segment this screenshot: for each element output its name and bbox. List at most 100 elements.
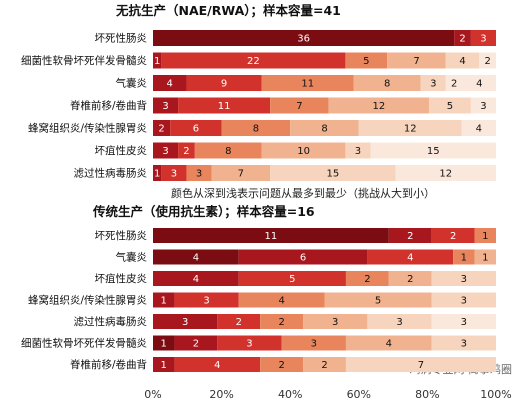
data-label: 3	[480, 34, 486, 45]
data-label: 12	[439, 169, 452, 180]
bar-segment	[186, 75, 262, 91]
bar-segment	[238, 249, 368, 265]
data-label: 4	[386, 339, 392, 350]
data-label: 7	[413, 56, 419, 67]
bar-segment	[387, 52, 446, 69]
bar-segment	[174, 357, 261, 372]
data-label: 5	[447, 101, 453, 112]
bar-segment	[470, 30, 496, 46]
data-label: 4	[459, 56, 465, 67]
bar-segment	[431, 335, 496, 351]
data-label: 3	[461, 296, 467, 307]
data-label: 3	[182, 317, 188, 328]
bar-segment	[153, 271, 239, 286]
data-label: 4	[193, 253, 199, 264]
category-label: 气囊炎	[116, 251, 148, 264]
x-tick-label: 60%	[347, 388, 371, 401]
bar-segment	[445, 75, 463, 91]
bar-segment	[367, 314, 432, 329]
bar-segment	[345, 142, 371, 159]
data-label: 3	[171, 169, 177, 180]
bar-segment	[353, 75, 421, 91]
bar-segment	[194, 142, 262, 159]
data-label: 1	[161, 360, 167, 371]
data-label: 3	[355, 146, 361, 157]
data-label: 4	[214, 360, 220, 371]
bar-segment	[238, 292, 325, 308]
data-label: 2	[321, 360, 327, 371]
data-label: 2	[451, 79, 457, 90]
x-tick-label: 100%	[480, 388, 511, 401]
bar-segment	[161, 52, 346, 69]
bar-segment	[178, 97, 271, 114]
data-label: 4	[167, 79, 173, 90]
data-label: 1	[161, 296, 167, 307]
data-label: 12	[404, 124, 417, 135]
chart-1-title: 无抗生产（NAE/RWA）；样本容量=41	[115, 3, 341, 18]
bar-segment	[345, 52, 388, 69]
category-label: 脊椎前移/卷曲背	[70, 99, 147, 112]
bar-segment	[174, 292, 239, 308]
x-tick-label: 80%	[415, 388, 439, 401]
data-label: 11	[301, 79, 314, 90]
bar-segment	[153, 142, 179, 159]
data-label: 7	[238, 169, 244, 180]
data-label: 4	[476, 124, 482, 135]
bar-segment	[431, 292, 496, 308]
data-label: 6	[300, 253, 306, 264]
bar-segment	[186, 165, 212, 181]
bar-segment	[238, 271, 346, 286]
bar-segment	[479, 52, 496, 69]
data-label: 2	[484, 56, 490, 67]
bar-segment	[461, 120, 496, 136]
bar-segment	[217, 314, 261, 329]
data-label: 2	[407, 274, 413, 285]
bar-segment	[358, 120, 462, 136]
data-label: 2	[459, 34, 465, 45]
data-label: 2	[236, 317, 242, 328]
bar-segment	[454, 30, 471, 46]
data-label: 2	[364, 274, 370, 285]
data-label: 8	[321, 124, 327, 135]
data-label: 3	[196, 169, 202, 180]
bar-segment	[170, 120, 222, 136]
bar-segment	[153, 97, 179, 114]
data-label: 3	[162, 146, 168, 157]
category-label: 坏死性肠炎	[95, 229, 148, 242]
bar-segment	[303, 314, 368, 329]
bar-segment	[161, 165, 187, 181]
x-tick-label: 20%	[209, 388, 233, 401]
bar-segment	[345, 357, 496, 372]
bar-segment	[470, 97, 496, 114]
data-label: 2	[193, 339, 199, 350]
data-label: 5	[289, 274, 295, 285]
data-label: 1	[154, 56, 160, 67]
data-label: 5	[363, 56, 369, 67]
data-label: 36	[297, 34, 310, 45]
data-label: 1	[461, 253, 467, 264]
bar-segment	[345, 335, 432, 351]
data-label: 10	[297, 146, 310, 157]
bar-segment	[345, 271, 389, 286]
data-label: 3	[461, 317, 467, 328]
bar-segment	[388, 228, 432, 243]
bar-segment	[395, 165, 496, 181]
data-label: 4	[407, 253, 413, 264]
category-label: 蜂窝组织炎/传染性腺胃炎	[28, 294, 148, 307]
category-label: 滤过性病毒肠炎	[74, 167, 148, 180]
data-label: 8	[225, 146, 231, 157]
category-label: 脊椎前移/卷曲背	[70, 358, 147, 371]
bar-segment	[370, 142, 496, 159]
data-label: 7	[296, 101, 302, 112]
bar-segment	[153, 335, 175, 351]
bar-segment	[429, 97, 471, 114]
data-label: 8	[253, 124, 259, 135]
bar-segment	[174, 335, 218, 351]
data-label: 3	[461, 274, 467, 285]
x-tick-label: 0%	[144, 388, 161, 401]
bar-segment	[303, 357, 346, 372]
category-label: 坏死性肠炎	[95, 32, 148, 45]
data-label: 3	[311, 339, 317, 350]
data-label: 2	[278, 360, 284, 371]
category-label: 坏疽性皮炎	[95, 272, 148, 285]
